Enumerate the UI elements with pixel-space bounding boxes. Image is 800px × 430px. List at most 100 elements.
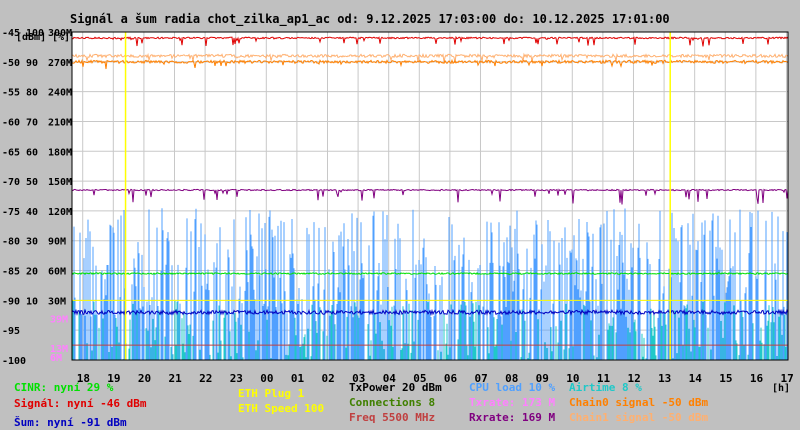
x-tick-label: 07	[474, 372, 487, 385]
x-tick-label: 23	[230, 372, 243, 385]
legend-airtime-text: Airtime 8 %	[569, 381, 642, 394]
y-tick-dbm: -90	[2, 296, 20, 307]
x-tick-label: 09	[536, 372, 549, 385]
x-tick-label: 00	[260, 372, 273, 385]
legend-chain0: Chain0 signal -50 dBm	[569, 396, 708, 409]
x-tick-label: 16	[750, 372, 764, 385]
plot-area: -45 100 300M -50 90 270M -55 80 240M -60 70 210M -65…	[2, 28, 794, 385]
legend-rxrate: Rxrate: 169 M	[469, 411, 555, 424]
y-tick-dbm: -60	[2, 117, 20, 128]
y-tick-dbm: -85	[2, 267, 20, 278]
y-tick-rate: 30M	[48, 296, 66, 307]
noise-series	[71, 308, 789, 316]
legend-noise-text: Šum: nyní -91 dBm	[14, 416, 127, 429]
y-tick-rate: 120M	[48, 207, 72, 218]
y-tick-rate: 270M	[48, 58, 72, 69]
y-tick-extra: 13M	[50, 344, 68, 355]
legend-cinr: CINR: nyní 29 %	[14, 381, 113, 394]
y-tick-dbm: -50	[2, 58, 20, 69]
y-axis-label-dbm: [dBm]	[16, 32, 46, 43]
legend-eth-plug: ETH Plug 1	[238, 387, 304, 400]
legend-freq: Freq 5500 MHz	[349, 411, 435, 424]
x-tick-label: 05	[413, 372, 426, 385]
legend-freq-text: Freq 5500 MHz	[349, 411, 436, 424]
legend-noise: Šum: nyní -91 dBm	[14, 416, 127, 429]
y-tick-rate: 180M	[48, 147, 72, 158]
y-tick-dbm: -45	[2, 28, 20, 39]
x-tick-label: 11	[597, 372, 611, 385]
y-tick-dbm: -70	[2, 177, 20, 188]
y-tick-rate: 240M	[48, 88, 72, 99]
y-tick-rate: 90M	[48, 237, 66, 248]
signal-series	[71, 35, 789, 47]
rxrate-series	[71, 188, 789, 205]
y-tick-extra: 39M	[50, 314, 68, 325]
legend-connections-text: Connections 8	[349, 396, 436, 409]
legend-txpower: TxPower 20 dBm	[349, 381, 442, 394]
x-tick-label: 15	[719, 372, 732, 385]
x-tick-label: 03	[352, 372, 365, 385]
legend-airtime: Airtime 8 %	[569, 381, 642, 394]
legend-cinr-text: CINR: nyní 29 %	[14, 381, 114, 394]
x-axis-label: [h]	[772, 383, 790, 394]
y-tick-dbm: -95	[2, 326, 20, 337]
x-tick-label: 04	[383, 372, 397, 385]
legend-txrate: Txrate: 173 M	[469, 396, 555, 409]
legend-connections: Connections 8	[349, 396, 435, 409]
x-tick-label: 21	[169, 372, 183, 385]
x-tick-label: 14	[689, 372, 703, 385]
y-tick-dbm: -100	[2, 356, 26, 367]
legend-cpu: CPU load 10 %	[469, 381, 555, 394]
x-tick-label: 19	[107, 372, 120, 385]
y-tick-pct: 70	[26, 117, 38, 128]
legend-eth-speed-text: ETH Speed 100	[238, 402, 325, 415]
x-tick-label: 01	[291, 372, 305, 385]
legend-cpu-text: CPU load 10 %	[469, 381, 556, 394]
y-tick-pct: 80	[26, 88, 38, 99]
y-tick-pct: 100	[26, 28, 44, 39]
x-tick-label: 20	[138, 372, 151, 385]
y-tick-dbm: -65	[2, 147, 20, 158]
y-tick-dbm: -55	[2, 88, 20, 99]
x-tick-label: 17	[780, 372, 793, 385]
legend-eth-plug-text: ETH Plug 1	[238, 387, 305, 400]
y-tick-dbm: -80	[2, 237, 20, 248]
y-tick-rate: 210M	[48, 117, 72, 128]
chain1-series	[71, 52, 789, 63]
y-tick-pct: 10	[26, 296, 38, 307]
legend-txrate-text: Txrate: 173 M	[469, 396, 556, 409]
y-tick-pct: 30	[26, 237, 38, 248]
legend-chain1: Chain1 signal -50 dBm	[569, 411, 708, 424]
legend-rxrate-text: Rxrate: 169 M	[469, 411, 556, 424]
legend-signal-text: Signál: nyní -46 dBm	[14, 397, 147, 410]
x-tick-label: 08	[505, 372, 518, 385]
x-tick-label: 06	[444, 372, 458, 385]
y-tick-dbm: -75	[2, 207, 20, 218]
cpu-load-series	[73, 208, 788, 360]
x-tick-label: 22	[199, 372, 212, 385]
legend-signal: Signál: nyní -46 dBm	[14, 397, 146, 410]
y-tick-pct: 50	[26, 177, 38, 188]
plot-border	[71, 31, 789, 361]
legend-eth-speed: ETH Speed 100	[238, 402, 324, 415]
y-tick-rate: 60M	[48, 267, 66, 278]
x-tick-label: 13	[658, 372, 671, 385]
chart-title: Signál a šum radia chot_zilka_ap1_ac od:…	[70, 12, 670, 27]
legend-txpower-text: TxPower 20 dBm	[349, 381, 442, 394]
y-tick-pct: 40	[26, 207, 38, 218]
y-tick-rate: 300M	[48, 28, 72, 39]
y-tick-extra: 6M	[50, 353, 62, 364]
y-tick-pct: 90	[26, 58, 38, 69]
legend-chain1-text: Chain1 signal -50 dBm	[569, 411, 709, 424]
y-tick-pct: 20	[26, 267, 38, 278]
x-tick-label: 18	[77, 372, 90, 385]
y-tick-pct: 60	[26, 147, 38, 158]
y-axis-label-pct: [%]	[52, 32, 70, 43]
legend-chain0-text: Chain0 signal -50 dBm	[569, 396, 709, 409]
chain0-series	[71, 58, 789, 70]
x-tick-label: 10	[566, 372, 579, 385]
y-tick-rate: 150M	[48, 177, 72, 188]
x-tick-label: 02	[321, 372, 334, 385]
